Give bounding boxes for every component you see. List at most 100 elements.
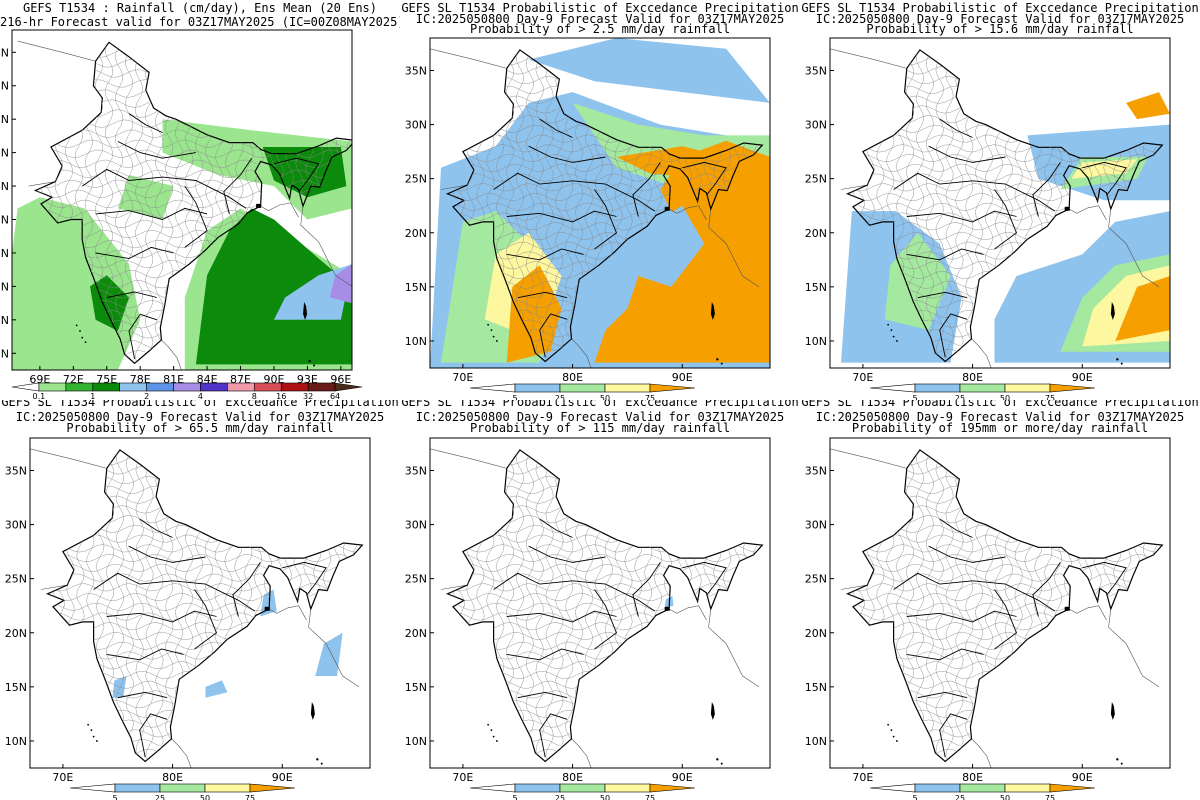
probability-map: 70E 80E 90E 35N 30N 25N 20N 15N 10N 5 25 50 75 (405, 37, 771, 400)
district-line (847, 456, 1163, 465)
district-line (165, 449, 174, 762)
andaman-islands (710, 302, 715, 320)
district-line (847, 739, 1163, 748)
state-boundary (682, 561, 727, 599)
district-line (447, 466, 763, 475)
colorbar-swatch (227, 382, 255, 392)
lon-tick-label: 80E (162, 771, 183, 784)
state-boundary (539, 313, 568, 358)
district-line (66, 449, 75, 762)
district-line (47, 449, 363, 456)
district-line (545, 449, 554, 762)
state-boundary (906, 248, 984, 261)
district-line (1004, 449, 1013, 762)
lat-tick-label: 25N (805, 573, 827, 586)
district-line (447, 193, 763, 202)
colorbar-swatch (92, 382, 120, 392)
colorbar-swatch (1049, 383, 1096, 393)
rainfall-shading (12, 197, 141, 370)
district-line (447, 719, 763, 728)
district-line (604, 449, 613, 762)
lat-tick-label: 10N (5, 735, 27, 748)
panel-title-line-2: IC:2025050800 Day-9 Forecast Valid for 0… (815, 12, 1185, 26)
rainfall-shading (90, 275, 129, 331)
map-frame (829, 437, 1171, 769)
district-line (984, 449, 994, 762)
district-line (313, 449, 322, 762)
district-line (847, 466, 1163, 475)
colorbar-label: 0.1 (33, 392, 46, 400)
district-line (856, 449, 865, 762)
andaman-islands (710, 702, 715, 720)
rainfall-shading (315, 632, 343, 676)
district-line (35, 42, 352, 48)
rainfall-shading (117, 174, 174, 220)
panel-title-line-1: GEFS T1534 : Rainfall (cm/day), Ens Mean… (22, 1, 377, 15)
colorbar-swatch (1004, 383, 1051, 393)
nicobar-islands (313, 364, 316, 367)
district-line (447, 563, 763, 572)
district-line (525, 449, 534, 762)
colorbar-swatch (119, 382, 147, 392)
district-line (47, 515, 363, 524)
district-line (447, 476, 763, 485)
district-line (134, 42, 144, 364)
colorbar-label: 25 (555, 794, 565, 800)
colorbar-swatch (604, 783, 651, 793)
district-line (847, 515, 1163, 524)
district-line (896, 449, 905, 762)
lat-tick-label: 35N (5, 464, 27, 477)
lakshadweep-islands (487, 723, 490, 726)
district-line (673, 449, 682, 762)
district-line (47, 505, 363, 514)
district-line (1024, 449, 1033, 762)
district-line (847, 76, 1163, 85)
district-line (594, 449, 603, 762)
state-boundary (232, 562, 261, 617)
district-line (447, 690, 763, 699)
lat-tick-label: 15N (405, 681, 427, 694)
district-line (847, 758, 1163, 762)
colorbar-swatch (254, 382, 282, 392)
colorbar-swatch (1004, 783, 1051, 793)
district-line (847, 554, 1163, 563)
lat-tick-label: 25N (405, 573, 427, 586)
district-line (447, 163, 763, 172)
state-boundary (917, 291, 968, 299)
district-line (114, 42, 124, 364)
district-line (847, 154, 1163, 163)
lat-tick-label: 35N (805, 464, 827, 477)
lat-tick-label: 10N (805, 335, 827, 348)
state-boundary (493, 572, 656, 612)
district-line (847, 505, 1163, 514)
colorbar-label: 50 (1000, 394, 1010, 400)
country-border (971, 738, 992, 768)
state-boundary (194, 589, 218, 650)
country-border (668, 605, 707, 620)
district-line (525, 49, 534, 362)
district-line (847, 573, 1163, 582)
colorbar-label: 25 (555, 394, 565, 400)
colorbar-swatch (114, 783, 161, 793)
lakshadweep-islands (87, 723, 90, 726)
district-line (47, 709, 363, 718)
lat-tick-label: 24N (0, 180, 9, 193)
rainfall-shading (260, 589, 277, 617)
district-line (447, 680, 763, 689)
lat-tick-label: 25N (805, 173, 827, 186)
india-outline (845, 449, 1164, 763)
colorbar-label: 5 (912, 394, 917, 400)
lat-tick-label: 10N (805, 735, 827, 748)
district-line (47, 700, 363, 709)
rainfall-shading (638, 205, 705, 287)
district-line (204, 449, 213, 762)
district-line (847, 709, 1163, 718)
district-line (847, 56, 1163, 65)
lon-tick-label: 90E (672, 371, 693, 384)
district-line (447, 641, 763, 650)
map-frame (429, 37, 771, 369)
district-line (135, 449, 144, 762)
district-line (486, 449, 495, 762)
district-line (35, 69, 352, 78)
district-line (935, 49, 944, 362)
